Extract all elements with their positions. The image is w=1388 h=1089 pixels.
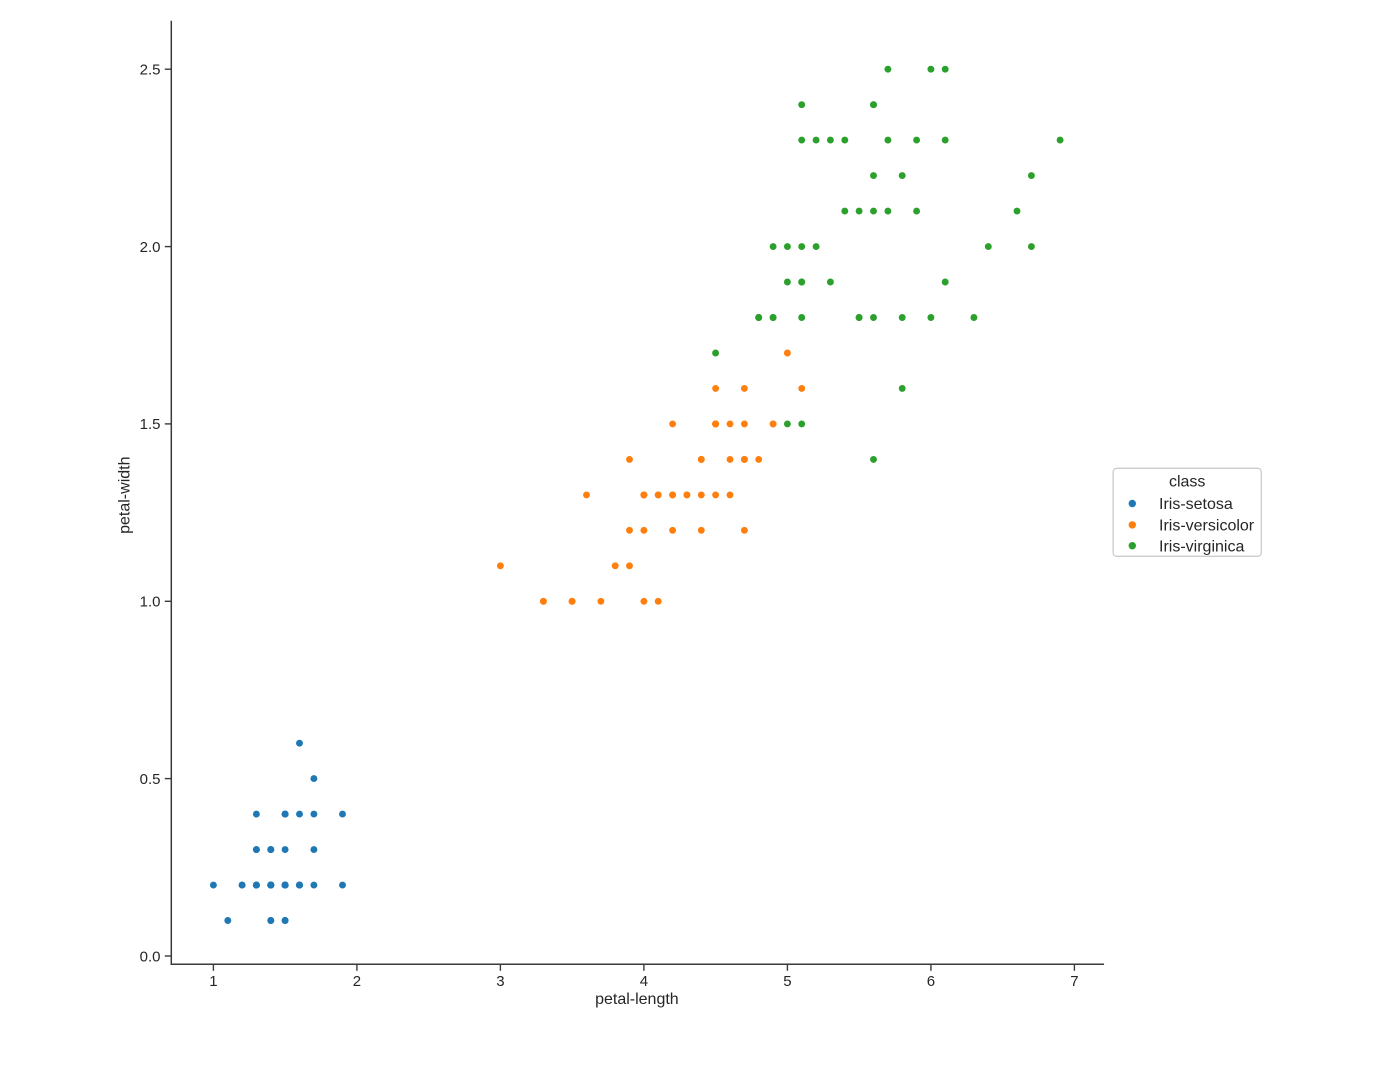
svg-text:6: 6 <box>927 973 935 990</box>
svg-text:Iris-setosa: Iris-setosa <box>1159 496 1233 513</box>
svg-text:class: class <box>1169 473 1205 490</box>
svg-text:Iris-virginica: Iris-virginica <box>1159 538 1244 555</box>
svg-text:petal-width: petal-width <box>117 457 134 534</box>
svg-text:2: 2 <box>353 973 361 990</box>
svg-text:2.5: 2.5 <box>140 62 161 79</box>
svg-text:4: 4 <box>640 973 648 990</box>
svg-text:petal-length: petal-length <box>595 991 679 1008</box>
svg-text:Iris-versicolor: Iris-versicolor <box>1159 518 1255 535</box>
svg-text:0.0: 0.0 <box>140 948 161 965</box>
svg-text:7: 7 <box>1070 973 1078 990</box>
svg-text:0.5: 0.5 <box>140 771 161 788</box>
svg-text:1.0: 1.0 <box>140 594 161 611</box>
svg-text:1: 1 <box>209 973 217 990</box>
svg-text:3: 3 <box>496 973 504 990</box>
svg-text:1.5: 1.5 <box>140 416 161 433</box>
svg-text:5: 5 <box>783 973 791 990</box>
svg-text:2.0: 2.0 <box>140 239 161 256</box>
